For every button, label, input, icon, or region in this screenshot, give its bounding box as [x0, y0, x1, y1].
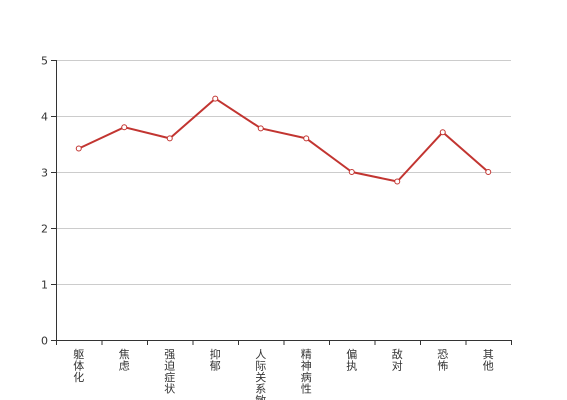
x-tick-label: 恐怖 [437, 348, 448, 373]
series-line [78, 97, 489, 183]
grid-layer [56, 60, 511, 285]
y-tick-label: 1 [41, 279, 48, 292]
y-tick-label: 5 [41, 55, 48, 68]
x-tick-label: 其他 [483, 348, 494, 373]
x-tick-label: 敌对 [392, 347, 403, 373]
x-tick-label: 人际关系敏感 [255, 348, 266, 400]
data-point [394, 178, 401, 185]
x-axis-labels: 躯体化 焦虑 强迫症状 抑郁 人际关系敏感 精神病性 偏执 敌对 恐怖 其他 [73, 347, 494, 400]
y-axis-labels: 0 1 2 3 4 5 [41, 55, 48, 348]
data-point [439, 129, 446, 136]
x-tick-label: 强迫症状 [164, 348, 175, 396]
data-point [166, 135, 173, 142]
data-point [485, 169, 492, 175]
series-layer [75, 95, 492, 185]
data-point [348, 169, 355, 175]
y-tick-label: 4 [41, 111, 48, 124]
data-point [212, 95, 219, 102]
data-point [75, 145, 82, 152]
x-tick-label: 抑郁 [210, 347, 221, 373]
data-point [303, 135, 310, 142]
y-tick-label: 0 [41, 335, 48, 348]
data-point [121, 124, 128, 131]
y-tick-label: 2 [41, 223, 48, 236]
x-tick-label: 精神病性 [301, 348, 312, 396]
axis-layer [51, 60, 512, 345]
x-tick-label: 焦虑 [119, 348, 130, 373]
y-tick-label: 3 [41, 167, 48, 180]
data-point [257, 125, 264, 132]
x-tick-label: 偏执 [346, 347, 357, 373]
x-tick-label: 躯体化 [73, 348, 84, 384]
